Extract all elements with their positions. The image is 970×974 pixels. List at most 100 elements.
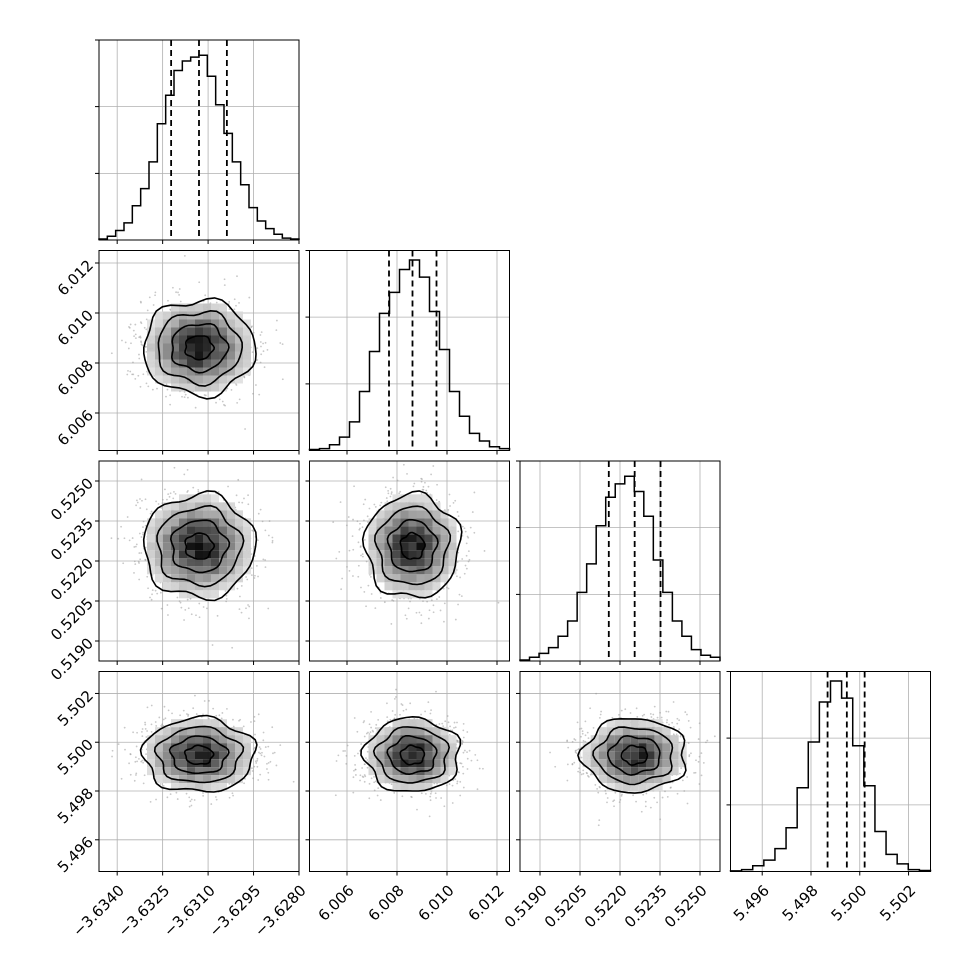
density-cell [195, 319, 203, 328]
density-cell [400, 494, 409, 503]
panel-frame [309, 671, 510, 872]
scatter-point [348, 570, 351, 572]
scatter-point [412, 485, 415, 488]
density-cell [654, 783, 663, 792]
histogram-step-1 [308, 259, 511, 451]
density-cell [187, 743, 195, 752]
scatter-point [267, 745, 270, 748]
density-cell [163, 351, 171, 360]
scatter-point [447, 721, 450, 724]
scatter-point [252, 777, 255, 780]
density-cell [163, 759, 171, 768]
density-cell [147, 351, 155, 360]
density-cell [179, 751, 187, 760]
scatter-point [129, 773, 132, 776]
density-cell [235, 335, 243, 344]
density-cell [171, 375, 179, 384]
scatter-point [366, 750, 369, 753]
density-cell [235, 751, 243, 760]
density-cell [219, 767, 227, 776]
density-cell [622, 735, 631, 744]
density-cell [432, 767, 441, 776]
scatter-point [448, 783, 451, 786]
scatter-point [260, 345, 262, 348]
y-tick-label: 0.5190 [47, 634, 97, 684]
scatter-point [128, 539, 131, 542]
contour-level-2 [157, 309, 244, 387]
scatter-point [195, 614, 197, 617]
scatter-point [262, 342, 264, 345]
density-cell [408, 558, 417, 567]
density-cell [195, 367, 203, 376]
scatter-point [644, 800, 647, 803]
density-cell [147, 343, 155, 352]
density-cell [187, 574, 195, 583]
density-cell [400, 719, 409, 728]
scatter-point [465, 567, 468, 570]
density-cell [670, 743, 679, 752]
density-cell [171, 526, 179, 535]
density-cell [179, 743, 187, 752]
density-cell [432, 526, 441, 535]
contour-level-0 [620, 744, 649, 766]
density-cell [598, 727, 607, 736]
density-cell [147, 327, 155, 336]
scatter-point [435, 797, 437, 799]
scatter-point [167, 709, 170, 712]
scatter-point [142, 782, 145, 785]
scatter-point [353, 485, 355, 488]
panel-clip [549, 692, 716, 827]
density-cell [424, 783, 433, 792]
density-cell [195, 526, 203, 535]
density-cell [227, 775, 235, 784]
density-cell [614, 783, 623, 792]
density-cell [211, 383, 219, 392]
scatter-point [549, 751, 551, 754]
scatter-point [215, 401, 217, 404]
density-cell [195, 327, 203, 336]
scatter-point [169, 793, 172, 796]
scatter-point [247, 494, 249, 497]
scatter-point [202, 792, 204, 794]
scatter-point [369, 573, 371, 576]
scatter-point [185, 713, 188, 715]
density-cell [235, 566, 243, 575]
scatter-point [681, 779, 684, 782]
scatter-point [133, 560, 136, 563]
density-cell [606, 775, 615, 784]
density-cell [622, 767, 631, 776]
density-cell [227, 502, 235, 511]
contour-level-1 [606, 734, 661, 776]
density-cell [179, 735, 187, 744]
scatter-point [259, 341, 262, 343]
scatter-point [384, 486, 387, 489]
scatter-point [365, 732, 368, 735]
density-cell [440, 566, 449, 575]
scatter-point [139, 507, 142, 509]
scatter-point [429, 792, 432, 795]
density-cell [424, 582, 433, 591]
density-cell [203, 751, 211, 760]
density-cell [440, 518, 449, 527]
density-cell [440, 542, 449, 551]
density-cell [179, 590, 187, 599]
density-cell [662, 743, 671, 752]
density-cell [424, 590, 433, 599]
scatter-point [389, 495, 392, 498]
scatter-point [361, 526, 364, 529]
density-cell [606, 743, 615, 752]
scatter-point [138, 578, 141, 581]
scatter-point [612, 800, 615, 803]
scatter-point [390, 492, 393, 495]
contour-level-2 [592, 726, 674, 786]
scatter-point [162, 718, 165, 721]
scatter-point [248, 296, 251, 299]
scatter-point [575, 749, 578, 752]
density-cell [440, 727, 449, 736]
scatter-point [393, 717, 396, 720]
scatter-point [402, 463, 405, 466]
density-cell [235, 518, 243, 527]
scatter-point [267, 534, 270, 537]
scatter-point [150, 510, 153, 513]
scatter-point [363, 538, 366, 541]
